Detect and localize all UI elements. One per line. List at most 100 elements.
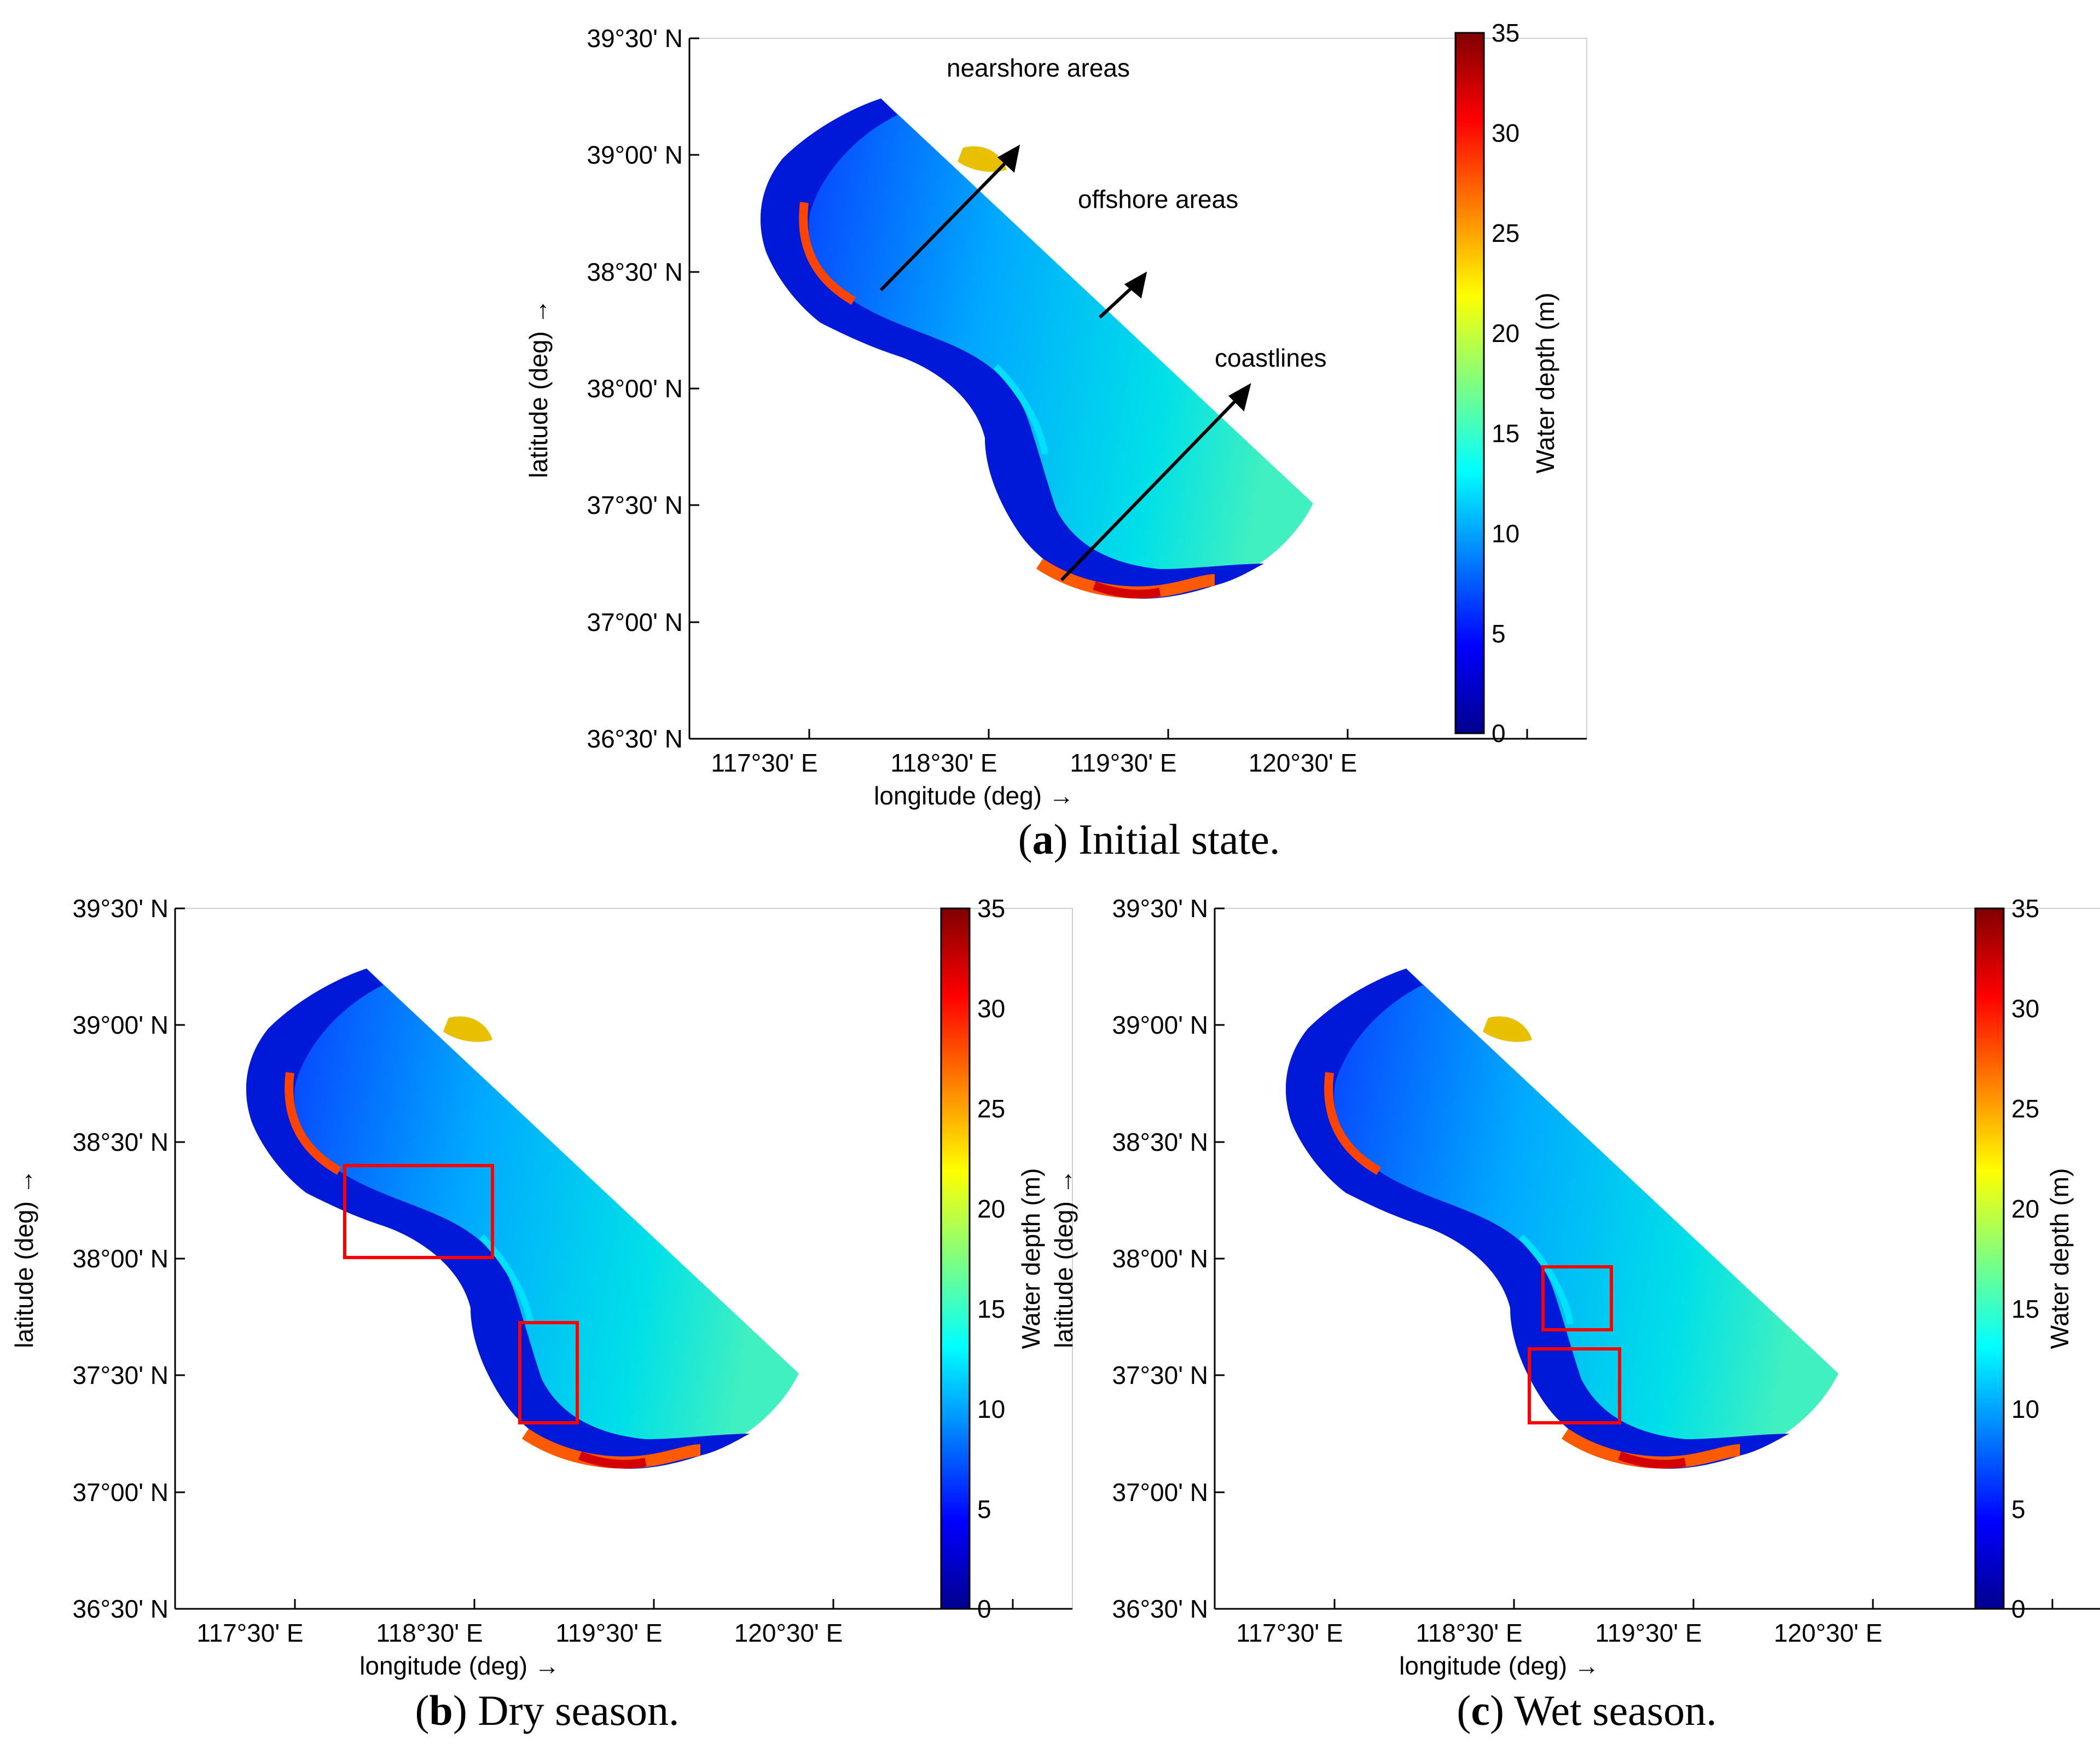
panel-a: nearshore areas offshore areas coastline…: [524, 19, 1587, 863]
caption-text: Wet season.: [1504, 1687, 1717, 1734]
colorbar-tick-label: 15: [2011, 1295, 2039, 1323]
lat-tick-label: 39°30' N: [1112, 894, 1208, 923]
colorbar-tick-label: 20: [1492, 319, 1519, 347]
colorbar-tick-label: 10: [2011, 1395, 2039, 1423]
colorbar-label: Water depth (m): [1531, 293, 1559, 474]
colorbar-tick-label: 10: [1492, 519, 1519, 548]
colorbar-tick-label: 10: [977, 1395, 1005, 1423]
colorbar: 35 30 25 20 15 10 5 0 Water depth (m): [1454, 19, 1559, 748]
caption-letter: a: [1032, 815, 1054, 863]
lon-tick-label: 120°30' E: [1774, 1619, 1883, 1647]
colorbar-tick-label: 35: [1492, 19, 1519, 47]
offshore-patch: [958, 146, 1007, 172]
coastal-strip: [479, 1234, 534, 1325]
colorbar-tick-label: 5: [2011, 1495, 2026, 1523]
colorbar-tick-label: 30: [2011, 994, 2039, 1023]
highlight-box: [343, 1164, 494, 1259]
lon-tick-label: 119°30' E: [1070, 749, 1176, 777]
annotation-coastlines: coastlines: [1215, 344, 1327, 372]
lat-tick-label: 38°30' N: [1112, 1128, 1208, 1156]
lon-tick-label: 117°30' E: [1236, 1619, 1343, 1647]
lon-ticks: 117°30' E 118°30' E 119°30' E 120°30' E: [196, 1599, 1014, 1647]
lon-tick-label: 120°30' E: [1249, 749, 1358, 777]
colorbar-tick-label: 25: [2011, 1094, 2039, 1123]
lat-tick-label: 38°00' N: [72, 1244, 169, 1273]
coastal-strip: [1618, 1451, 1686, 1469]
lon-tick-label: 117°30' E: [196, 1619, 303, 1647]
lon-tick-label: 119°30' E: [1595, 1619, 1702, 1647]
lat-tick-label: 36°30' N: [587, 725, 683, 753]
annotation-nearshore: nearshore areas: [947, 54, 1130, 82]
coastal-strip: [1093, 581, 1161, 599]
colorbar-tick-label: 20: [977, 1195, 1005, 1223]
lat-tick-label: 37°30' N: [587, 491, 683, 519]
colorbar-tick-label: 25: [977, 1094, 1005, 1123]
colorbar-tick-label: 30: [1492, 119, 1519, 147]
lon-tick-label: 120°30' E: [734, 1619, 843, 1647]
annotation-offshore: offshore areas: [1078, 185, 1238, 213]
lat-ticks: 39°30' N 39°00' N 38°30' N 38°00' N 37°3…: [587, 24, 699, 753]
colorbar-tick-label: 35: [2011, 894, 2039, 923]
x-axis-label: longitude (deg) →: [1399, 1652, 1599, 1680]
offshore-patch: [1483, 1016, 1532, 1042]
caption-a: (a) Initial state.: [1018, 815, 1280, 863]
offshore-arrowhead: [1124, 271, 1147, 299]
lat-ticks: 39°30' N 39°00' N 38°30' N 38°00' N 37°3…: [72, 894, 185, 1623]
caption-letter: b: [429, 1687, 453, 1734]
colorbar-tick-label: 0: [2011, 1595, 2026, 1623]
shallow-zone: [1286, 969, 1789, 1469]
highlight-box: [518, 1321, 579, 1424]
lon-ticks: 117°30' E 118°30' E 119°30' E 120°30' E: [1236, 1599, 2053, 1647]
lon-tick-label: 118°30' E: [1416, 1619, 1522, 1647]
colorbar-gradient: [1454, 32, 1485, 734]
sea-region: [761, 99, 1313, 599]
colorbar-tick-label: 0: [977, 1595, 991, 1623]
highlight-box: [1541, 1265, 1613, 1331]
lon-tick-label: 118°30' E: [376, 1619, 483, 1647]
shallow-zone: [246, 969, 750, 1469]
caption-text: Initial state.: [1068, 815, 1280, 863]
lat-tick-label: 37°00' N: [1112, 1478, 1208, 1507]
lat-tick-label: 39°30' N: [72, 894, 169, 923]
lat-tick-label: 37°30' N: [72, 1361, 169, 1389]
colorbar-tick-label: 0: [1492, 719, 1506, 748]
lon-ticks: 117°30' E 118°30' E 119°30' E 120°30' E: [711, 729, 1528, 777]
lat-tick-label: 39°00' N: [72, 1011, 169, 1039]
highlight-box: [1528, 1347, 1621, 1424]
lon-tick-label: 118°30' E: [890, 749, 997, 777]
coastlines-arrow: [1060, 392, 1244, 582]
colorbar-label: Water depth (m): [1017, 1168, 1045, 1349]
colorbar-tick-label: 35: [977, 894, 1005, 923]
coastal-strip: [285, 1072, 341, 1175]
colorbar-gradient: [940, 907, 971, 1610]
caption-b: (b) Dry season.: [415, 1687, 679, 1734]
sea-region: [1286, 969, 1838, 1469]
x-axis-label: longitude (deg) →: [359, 1652, 560, 1680]
lon-tick-label: 117°30' E: [711, 749, 817, 777]
lat-tick-label: 37°00' N: [72, 1478, 169, 1507]
coastal-strip: [799, 202, 856, 305]
lon-tick-label: 119°30' E: [555, 1619, 662, 1647]
colorbar-tick-label: 15: [1492, 419, 1519, 448]
map-plot: nearshore areas offshore areas coastline…: [524, 24, 1587, 810]
colorbar-tick-label: 30: [977, 994, 1005, 1023]
colorbar-gradient: [1974, 907, 2005, 1610]
colorbar-tick-label: 5: [1492, 619, 1506, 648]
lat-tick-label: 38°00' N: [1112, 1244, 1208, 1273]
caption-c: (c) Wet season.: [1457, 1687, 1716, 1734]
offshore-patch: [443, 1016, 492, 1042]
colorbar-tick-label: 25: [1492, 219, 1519, 247]
colorbar: 35 30 25 20 15 10 5 0 Water depth (m): [1974, 894, 2074, 1623]
shallow-zone: [761, 99, 1264, 599]
lat-tick-label: 37°30' N: [1112, 1361, 1208, 1389]
lat-ticks: 39°30' N 39°00' N 38°30' N 38°00' N 37°3…: [1112, 894, 1225, 1623]
nearshore-arrowhead: [997, 144, 1020, 173]
coastal-strip: [1518, 1234, 1574, 1325]
lat-tick-label: 36°30' N: [72, 1595, 169, 1623]
lat-tick-label: 39°30' N: [587, 24, 683, 53]
lat-tick-label: 38°30' N: [587, 258, 683, 286]
nearshore-arrow: [879, 154, 1014, 292]
caption-text: Dry season.: [467, 1687, 680, 1734]
y-axis-label: latitude (deg) →: [1049, 1169, 1078, 1348]
